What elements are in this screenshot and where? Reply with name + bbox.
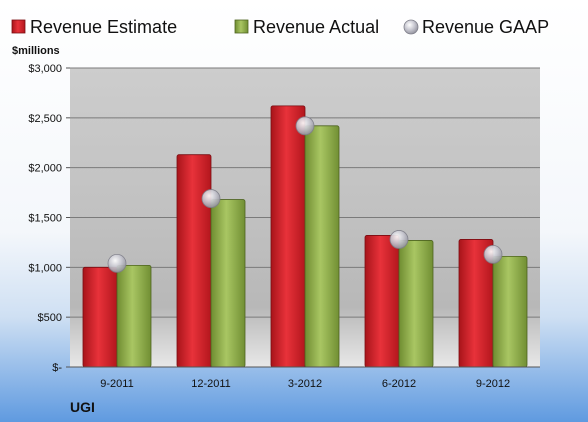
bars bbox=[82, 105, 528, 368]
y-tick-label: $1,500 bbox=[28, 213, 62, 225]
bar-revenue-actual bbox=[492, 255, 528, 368]
bar-revenue-actual bbox=[304, 125, 340, 368]
y-tick-label: $500 bbox=[38, 312, 62, 324]
gaap-markers bbox=[107, 116, 503, 273]
y-tick-label: $- bbox=[52, 362, 62, 374]
y-tick-label: $2,000 bbox=[28, 163, 62, 175]
y-axis-ticks: $- $500 $1,000 $1,500 $2,000 $2,500 $3,000 bbox=[28, 63, 70, 374]
bar-revenue-actual bbox=[398, 240, 434, 368]
marker-revenue-gaap bbox=[107, 253, 127, 273]
legend-swatch-gaap bbox=[403, 19, 419, 35]
marker-revenue-gaap bbox=[389, 230, 409, 249]
x-tick-label: 3-2012 bbox=[288, 378, 322, 390]
legend-label: Revenue Actual bbox=[253, 17, 379, 37]
bar-revenue-estimate bbox=[176, 154, 212, 368]
legend-swatch-actual bbox=[234, 19, 249, 34]
marker-revenue-gaap bbox=[483, 244, 503, 264]
bar-revenue-estimate bbox=[82, 266, 118, 368]
y-tick-label: $1,000 bbox=[28, 262, 62, 274]
bar-revenue-actual bbox=[210, 199, 246, 368]
y-tick-label: $3,000 bbox=[28, 63, 62, 75]
marker-revenue-gaap bbox=[201, 189, 221, 208]
x-tick-label: 12-2011 bbox=[191, 378, 231, 390]
legend: Revenue Estimate Revenue Actual Revenue GA… bbox=[11, 17, 549, 37]
bar-revenue-estimate bbox=[270, 105, 306, 368]
bar-revenue-estimate bbox=[364, 235, 400, 368]
x-tick-label: 6-2012 bbox=[382, 378, 416, 390]
y-tick-label: $2,500 bbox=[28, 113, 62, 125]
x-tick-label: 9-2012 bbox=[476, 378, 510, 390]
company-label: UGI bbox=[70, 399, 95, 415]
y-axis-unit-label: $millions bbox=[12, 45, 60, 57]
legend-swatch-estimate bbox=[11, 19, 26, 34]
x-tick-label: 9-2011 bbox=[100, 378, 133, 390]
legend-label: Revenue Estimate bbox=[30, 17, 177, 37]
marker-revenue-gaap bbox=[295, 116, 315, 136]
bar-revenue-actual bbox=[116, 264, 152, 368]
legend-label: Revenue GAAP bbox=[422, 17, 549, 37]
x-axis-ticks: 9-2011 12-2011 3-2012 6-2012 9-2012 bbox=[70, 366, 540, 390]
